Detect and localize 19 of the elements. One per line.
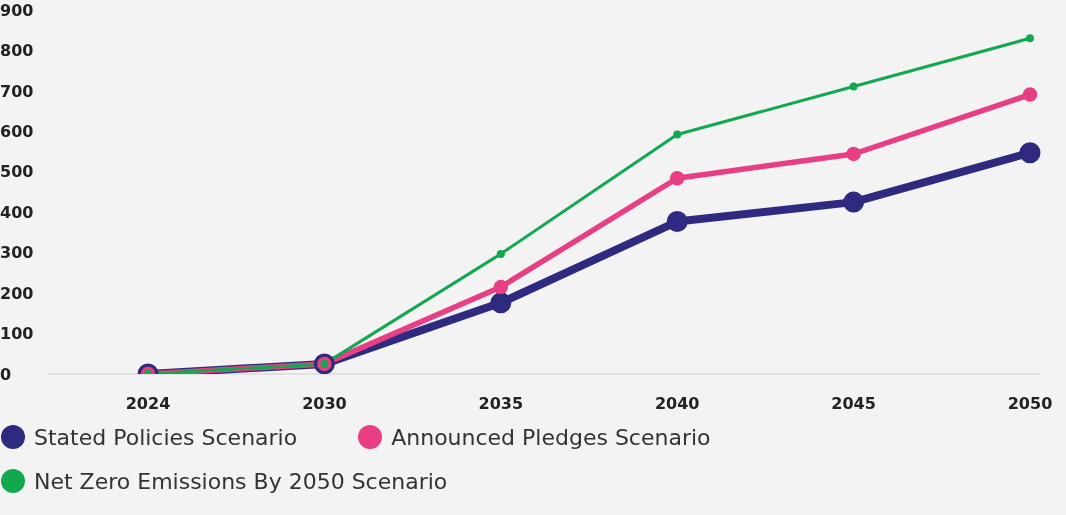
- x-tick-label: 2024: [125, 394, 171, 414]
- y-tick-label: 800: [0, 41, 34, 61]
- x-tick-label: 2040: [654, 394, 700, 414]
- x-tick-label: 2050: [1007, 394, 1053, 414]
- x-tick-label: 2045: [831, 394, 876, 414]
- y-tick-label: 100: [0, 324, 34, 344]
- legend-label: Net Zero Emissions By 2050 Scenario: [34, 468, 448, 494]
- y-tick-label: 300: [0, 243, 34, 263]
- y-tick-label: 900: [0, 0, 34, 20]
- x-tick-label: 2030: [302, 394, 347, 414]
- legend-label: Stated Policies Scenario: [34, 424, 298, 450]
- y-tick-label: 500: [0, 162, 34, 182]
- y-tick-label: 0: [0, 364, 12, 384]
- x-tick-label: 2035: [478, 394, 524, 414]
- y-tick-label: 400: [0, 202, 34, 222]
- legend-label: Announced Pledges Scenario: [391, 424, 711, 450]
- y-tick-label: 700: [0, 81, 34, 101]
- y-tick-label: 600: [0, 122, 34, 142]
- y-tick-label: 200: [0, 283, 34, 303]
